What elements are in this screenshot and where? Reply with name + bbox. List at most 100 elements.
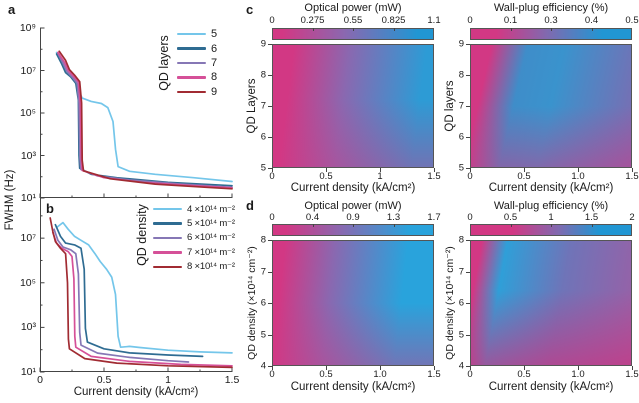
heatmap	[272, 240, 434, 366]
legend-item: 7	[177, 56, 217, 70]
colorbar-tick-label: 1	[548, 212, 554, 223]
legend-item: 8 ×10¹⁴ m⁻²	[153, 260, 235, 274]
colorbar-tick-label: 0.1	[503, 15, 518, 26]
y-tick-mark	[268, 168, 272, 169]
y-tick-mark	[268, 271, 272, 273]
x-tick-label: 0	[467, 171, 473, 182]
legend-item: 5	[177, 27, 217, 41]
legend-label: 8 ×10¹⁴ m⁻²	[187, 261, 235, 273]
legend-item: 6 ×10¹⁴ m⁻²	[153, 231, 235, 245]
y-tick-mark	[268, 240, 272, 241]
legend-label: 6 ×10¹⁴ m⁻²	[187, 232, 235, 244]
heatmap	[470, 240, 632, 366]
legend-line	[177, 90, 206, 93]
colorbar-tick-mark	[551, 28, 552, 31]
legend-line	[177, 33, 206, 36]
colorbar-tick-label: 0	[269, 15, 275, 26]
legend-label: 9	[211, 85, 218, 98]
y-tick-label: 9	[458, 38, 464, 50]
panel-label-b: b	[46, 201, 54, 216]
y-tick-labels: 8 7 6 5 4	[238, 235, 268, 372]
x-tick-label: 1.5	[625, 369, 639, 380]
x-tick-label: 0	[37, 374, 43, 386]
legend-item: 9	[177, 85, 217, 99]
colorbar-tick-label: 1.3	[386, 212, 401, 223]
y-tick-mark	[268, 137, 272, 138]
y-tick-label: 6	[458, 131, 464, 143]
x-tick-label: 0	[269, 171, 275, 182]
x-tick-mark	[272, 168, 273, 172]
y-tick-label: 10⁵	[19, 107, 36, 119]
colorbar-tick-mark	[312, 224, 314, 227]
legend-line	[177, 76, 206, 79]
x-tick-labels: 0 0.5 1 1.5	[269, 171, 440, 182]
legend-label: 4 ×10¹⁴ m⁻²	[187, 203, 235, 215]
heatmap	[470, 44, 632, 168]
legend-item: 8	[177, 70, 217, 84]
legend-b: 4 ×10¹⁴ m⁻² 5 ×10¹⁴ m⁻² 6 ×10¹⁴ m⁻² 7 ×10¹⁴…	[153, 202, 235, 274]
legend-label: 5	[211, 28, 218, 41]
legend-label: 7 ×10¹⁴ m⁻²	[187, 246, 235, 258]
x-tick-mark	[326, 168, 327, 172]
y-tick-label: 8	[458, 69, 464, 81]
y-tick-labels: 9 8 7 6 5	[436, 39, 466, 174]
x-tick-label: 0.5	[517, 369, 531, 380]
x-tick-mark	[434, 168, 435, 172]
y-tick-label: 7	[458, 266, 464, 277]
y-axis-label: QD layers	[444, 80, 456, 132]
legend-line	[177, 61, 206, 65]
y-tick-mark	[466, 168, 470, 169]
colorbar-tick-label: 1.7	[427, 212, 441, 223]
x-tick-mark	[470, 168, 471, 172]
colorbar-tick-mark	[591, 224, 593, 227]
x-tick-mark	[434, 366, 435, 370]
y-tick-label: 4	[260, 360, 266, 372]
panel-d-wallplug-efficiency: Wall-plug efficiency (%) 0 0.5 1 1.5 2 8 7 6 5 4…	[436, 196, 639, 403]
y-tick-label: 10³	[20, 321, 36, 334]
legend-label: 6	[211, 42, 218, 55]
x-tick-label: 1.5	[427, 171, 441, 182]
x-tick-label: 0	[269, 369, 275, 380]
x-tick-label: 0	[467, 369, 473, 380]
y-tick-mark	[466, 240, 470, 241]
y-tick-label: 4	[458, 360, 464, 372]
x-tick-label: 1.5	[224, 374, 240, 386]
y-tick-label: 10⁷	[20, 64, 36, 77]
x-tick-label: 1	[165, 374, 171, 386]
x-tick-mark	[578, 168, 579, 172]
panel-a-plot	[39, 27, 233, 199]
colorbar-title: Optical power (mW)	[304, 2, 402, 14]
colorbar-tick-labels: 0 0.5 1 1.5 2	[467, 212, 634, 223]
y-tick-label: 5	[260, 162, 266, 174]
y-tick-label: 6	[260, 297, 266, 309]
y-tick-label: 8	[260, 69, 266, 81]
legend-item: 6	[177, 41, 217, 55]
y-tick-mark	[268, 106, 272, 107]
x-axis-label: Current density (kA/cm²)	[290, 381, 416, 393]
colorbar-tick-labels: 0 0.275 0.55 0.825 1.1	[269, 15, 440, 26]
y-tick-label: 9	[260, 38, 266, 50]
y-tick-label: 10⁵	[19, 276, 36, 289]
y-tick-mark	[466, 106, 470, 107]
x-axis-label: Current density (kA/cm²)	[290, 182, 416, 194]
colorbar-tick-label: 0.3	[544, 15, 558, 26]
y-tick-label: 7	[260, 100, 266, 112]
colorbar-tick-mark	[353, 224, 354, 227]
x-tick-label: 1.0	[571, 369, 585, 380]
colorbar-tick-label: 0	[269, 212, 275, 223]
y-tick-mark	[268, 366, 272, 367]
legend-line	[153, 208, 182, 211]
colorbar-tick-label: 0	[467, 212, 473, 223]
x-tick-mark	[470, 366, 471, 370]
y-tick-mark	[466, 366, 470, 367]
y-tick-mark	[268, 75, 272, 76]
y-tick-mark	[466, 44, 470, 45]
colorbar-tick-labels: 0 0.1 0.3 0.4 0.5	[467, 15, 638, 26]
x-tick-label: 1	[377, 171, 383, 182]
panel-b-plot	[39, 198, 233, 373]
colorbar-tick-mark	[591, 28, 593, 31]
colorbar-tick-label: 1.5	[584, 212, 599, 223]
x-tick-label: 0.5	[96, 374, 112, 386]
panel-d-optical-power: Optical power (mW) 0 0.4 0.9 1.3 1.7 8 7 6 5 4 Q…	[238, 196, 441, 403]
